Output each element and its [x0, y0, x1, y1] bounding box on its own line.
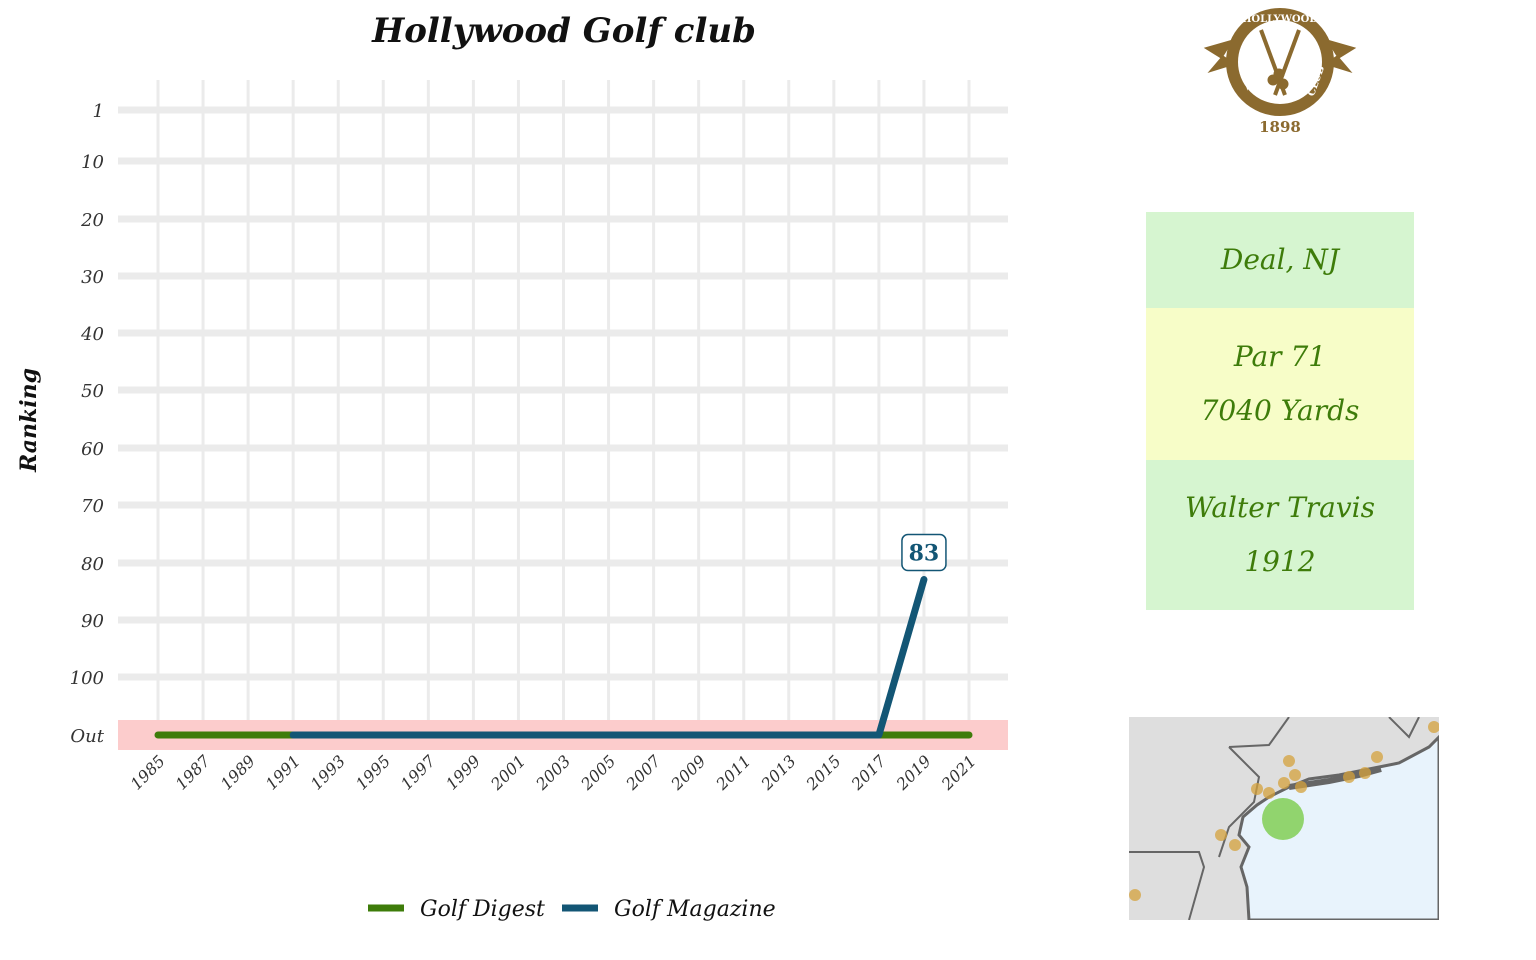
course-dot: [1295, 781, 1307, 793]
annotation-label: 83: [909, 541, 940, 567]
legend-label: Golf Digest: [420, 897, 545, 922]
legend: Golf Digest Golf Magazine: [368, 897, 776, 922]
x-tick-label: 2009: [667, 751, 710, 794]
logo-leaf-left: [1203, 39, 1237, 73]
logo-ball-2: [1277, 78, 1289, 90]
y-tick-label: 90: [81, 611, 104, 632]
x-tick-label: 2007: [622, 751, 666, 795]
architect-text: Walter Travis: [1185, 491, 1375, 524]
x-tick-label: 1993: [307, 751, 349, 793]
annotation-box: [901, 533, 947, 572]
y-tick-label: 80: [81, 554, 104, 575]
y-axis-title: Ranking: [16, 368, 42, 473]
location-map: [1129, 716, 1441, 924]
architect-box: Walter Travis 1912: [1146, 460, 1414, 610]
course-dot: [1371, 751, 1383, 763]
ranking-chart: Hollywood Golf club Ranking 1 10 20 30 40 50 6…: [16, 11, 1008, 922]
series-lines: [154, 576, 973, 739]
y-axis-ticks: 1 10 20 30 40 50 60 70 80 90 100 Out: [70, 101, 105, 747]
logo-ball-3: [1273, 68, 1285, 80]
y-tick-label: 20: [80, 210, 104, 231]
course-dot: [1359, 767, 1371, 779]
y-tick-label: 60: [81, 439, 104, 460]
highlighted-course: [1262, 798, 1304, 840]
course-dot: [1343, 771, 1355, 783]
x-tick-label: 1995: [352, 751, 394, 793]
map-other-courses: [1129, 721, 1440, 901]
y-tick-label: 1: [93, 101, 104, 122]
y-tick-label: 10: [81, 152, 104, 173]
x-tick-label: 2019: [892, 751, 935, 794]
annotations: 83: [901, 533, 947, 572]
map-border-1: [1129, 851, 1206, 921]
par-text: Par 71: [1233, 340, 1327, 373]
yards-text: 7040 Yards: [1200, 394, 1360, 427]
logo-leaf-right: [1323, 39, 1357, 73]
x-tick-label: 2021: [937, 751, 980, 794]
x-tick-label: 2011: [712, 751, 755, 794]
y-tick-label: 100: [70, 668, 104, 689]
course-dot: [1129, 889, 1141, 901]
x-tick-label: 2013: [757, 751, 800, 794]
location-text: Deal, NJ: [1220, 243, 1340, 276]
course-dot: [1289, 769, 1301, 781]
grid: [118, 80, 1008, 750]
course-dot: [1263, 787, 1275, 799]
x-tick-label: 2017: [847, 751, 891, 795]
x-tick-label: 1997: [397, 751, 440, 794]
location-box: Deal, NJ: [1146, 212, 1414, 308]
x-tick-label: 1989: [217, 751, 259, 793]
x-tick-label: 2003: [531, 751, 574, 794]
logo-year: 1898: [1259, 118, 1301, 136]
course-dot: [1428, 721, 1440, 733]
par-yards-box: Par 71 7040 Yards: [1146, 308, 1414, 460]
x-axis-ticks: 1985 1987 1989 1991 1993 1995 1997 1999 2001 2003…: [127, 751, 980, 795]
y-tick-label: 40: [80, 324, 104, 345]
x-tick-label: 2005: [576, 751, 619, 794]
x-tick-label: 2015: [802, 751, 845, 794]
x-tick-label: 1985: [127, 751, 169, 793]
series-line-golf-magazine: [289, 576, 928, 739]
legend-label: Golf Magazine: [614, 897, 776, 922]
y-tick-label: 70: [81, 496, 104, 517]
club-logo: HOLLYWOOD GOLF CLUB 1898: [1195, 0, 1365, 144]
y-tick-label: Out: [70, 726, 104, 747]
y-tick-label: 50: [81, 381, 104, 402]
course-dot: [1251, 783, 1263, 795]
logo-text-top: HOLLYWOOD: [1242, 14, 1318, 25]
course-dot: [1215, 829, 1227, 841]
x-tick-label: 1987: [172, 751, 215, 794]
map-border-4: [1388, 716, 1420, 739]
y-tick-label: 30: [81, 267, 104, 288]
course-dot: [1229, 839, 1241, 851]
x-tick-label: 1999: [442, 751, 484, 793]
chart-title: Hollywood Golf club: [371, 11, 756, 51]
map-border-3: [1228, 716, 1290, 748]
course-dot: [1283, 755, 1295, 767]
course-dot: [1278, 777, 1290, 789]
x-tick-label: 2001: [486, 751, 529, 794]
x-tick-label: 1991: [262, 751, 304, 793]
year-built-text: 1912: [1244, 545, 1316, 578]
